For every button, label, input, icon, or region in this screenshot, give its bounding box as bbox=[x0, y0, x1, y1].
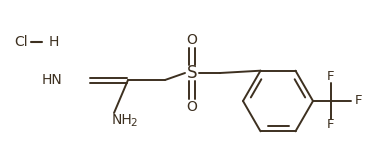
Text: O: O bbox=[187, 33, 198, 47]
Text: O: O bbox=[187, 100, 198, 114]
Text: S: S bbox=[187, 64, 197, 82]
Text: NH: NH bbox=[112, 113, 133, 127]
Text: 2: 2 bbox=[130, 118, 137, 128]
Text: F: F bbox=[355, 95, 363, 108]
Text: F: F bbox=[327, 70, 335, 83]
Text: H: H bbox=[49, 35, 59, 49]
Text: F: F bbox=[327, 118, 335, 132]
Text: HN: HN bbox=[41, 73, 62, 87]
Text: Cl: Cl bbox=[14, 35, 28, 49]
